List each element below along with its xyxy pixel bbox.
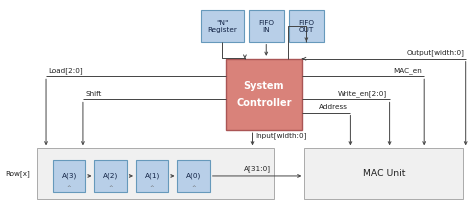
Text: A[31:0]: A[31:0] — [244, 166, 271, 172]
FancyBboxPatch shape — [249, 10, 283, 42]
Text: MAC Unit: MAC Unit — [363, 169, 405, 178]
Text: Controller: Controller — [236, 98, 292, 108]
FancyBboxPatch shape — [94, 160, 127, 192]
Text: FIFO
IN: FIFO IN — [258, 20, 274, 33]
FancyBboxPatch shape — [289, 10, 324, 42]
FancyBboxPatch shape — [37, 148, 274, 198]
Text: FIFO
OUT: FIFO OUT — [298, 20, 314, 33]
FancyBboxPatch shape — [177, 160, 210, 192]
Text: "N"
Register: "N" Register — [208, 20, 237, 33]
Text: A(1): A(1) — [145, 172, 160, 178]
Text: ^: ^ — [67, 185, 72, 190]
Text: Row[x]: Row[x] — [5, 170, 30, 177]
FancyBboxPatch shape — [201, 10, 244, 42]
Text: A(0): A(0) — [186, 172, 201, 178]
Text: ^: ^ — [108, 185, 113, 190]
Text: A(2): A(2) — [103, 172, 118, 178]
Text: Output[width:0]: Output[width:0] — [406, 50, 465, 56]
Text: Write_en[2:0]: Write_en[2:0] — [338, 90, 387, 97]
Text: Shift: Shift — [85, 91, 101, 97]
Text: Load[2:0]: Load[2:0] — [48, 67, 83, 74]
Text: MAC_en: MAC_en — [393, 67, 422, 74]
Text: ^: ^ — [191, 185, 196, 190]
Text: Address: Address — [319, 104, 348, 110]
Text: A(3): A(3) — [62, 172, 77, 178]
FancyBboxPatch shape — [304, 148, 464, 198]
Text: System: System — [244, 81, 284, 91]
Text: ^: ^ — [150, 185, 155, 190]
FancyBboxPatch shape — [136, 160, 168, 192]
Text: Input[width:0]: Input[width:0] — [255, 132, 306, 139]
FancyBboxPatch shape — [226, 59, 302, 130]
FancyBboxPatch shape — [53, 160, 85, 192]
